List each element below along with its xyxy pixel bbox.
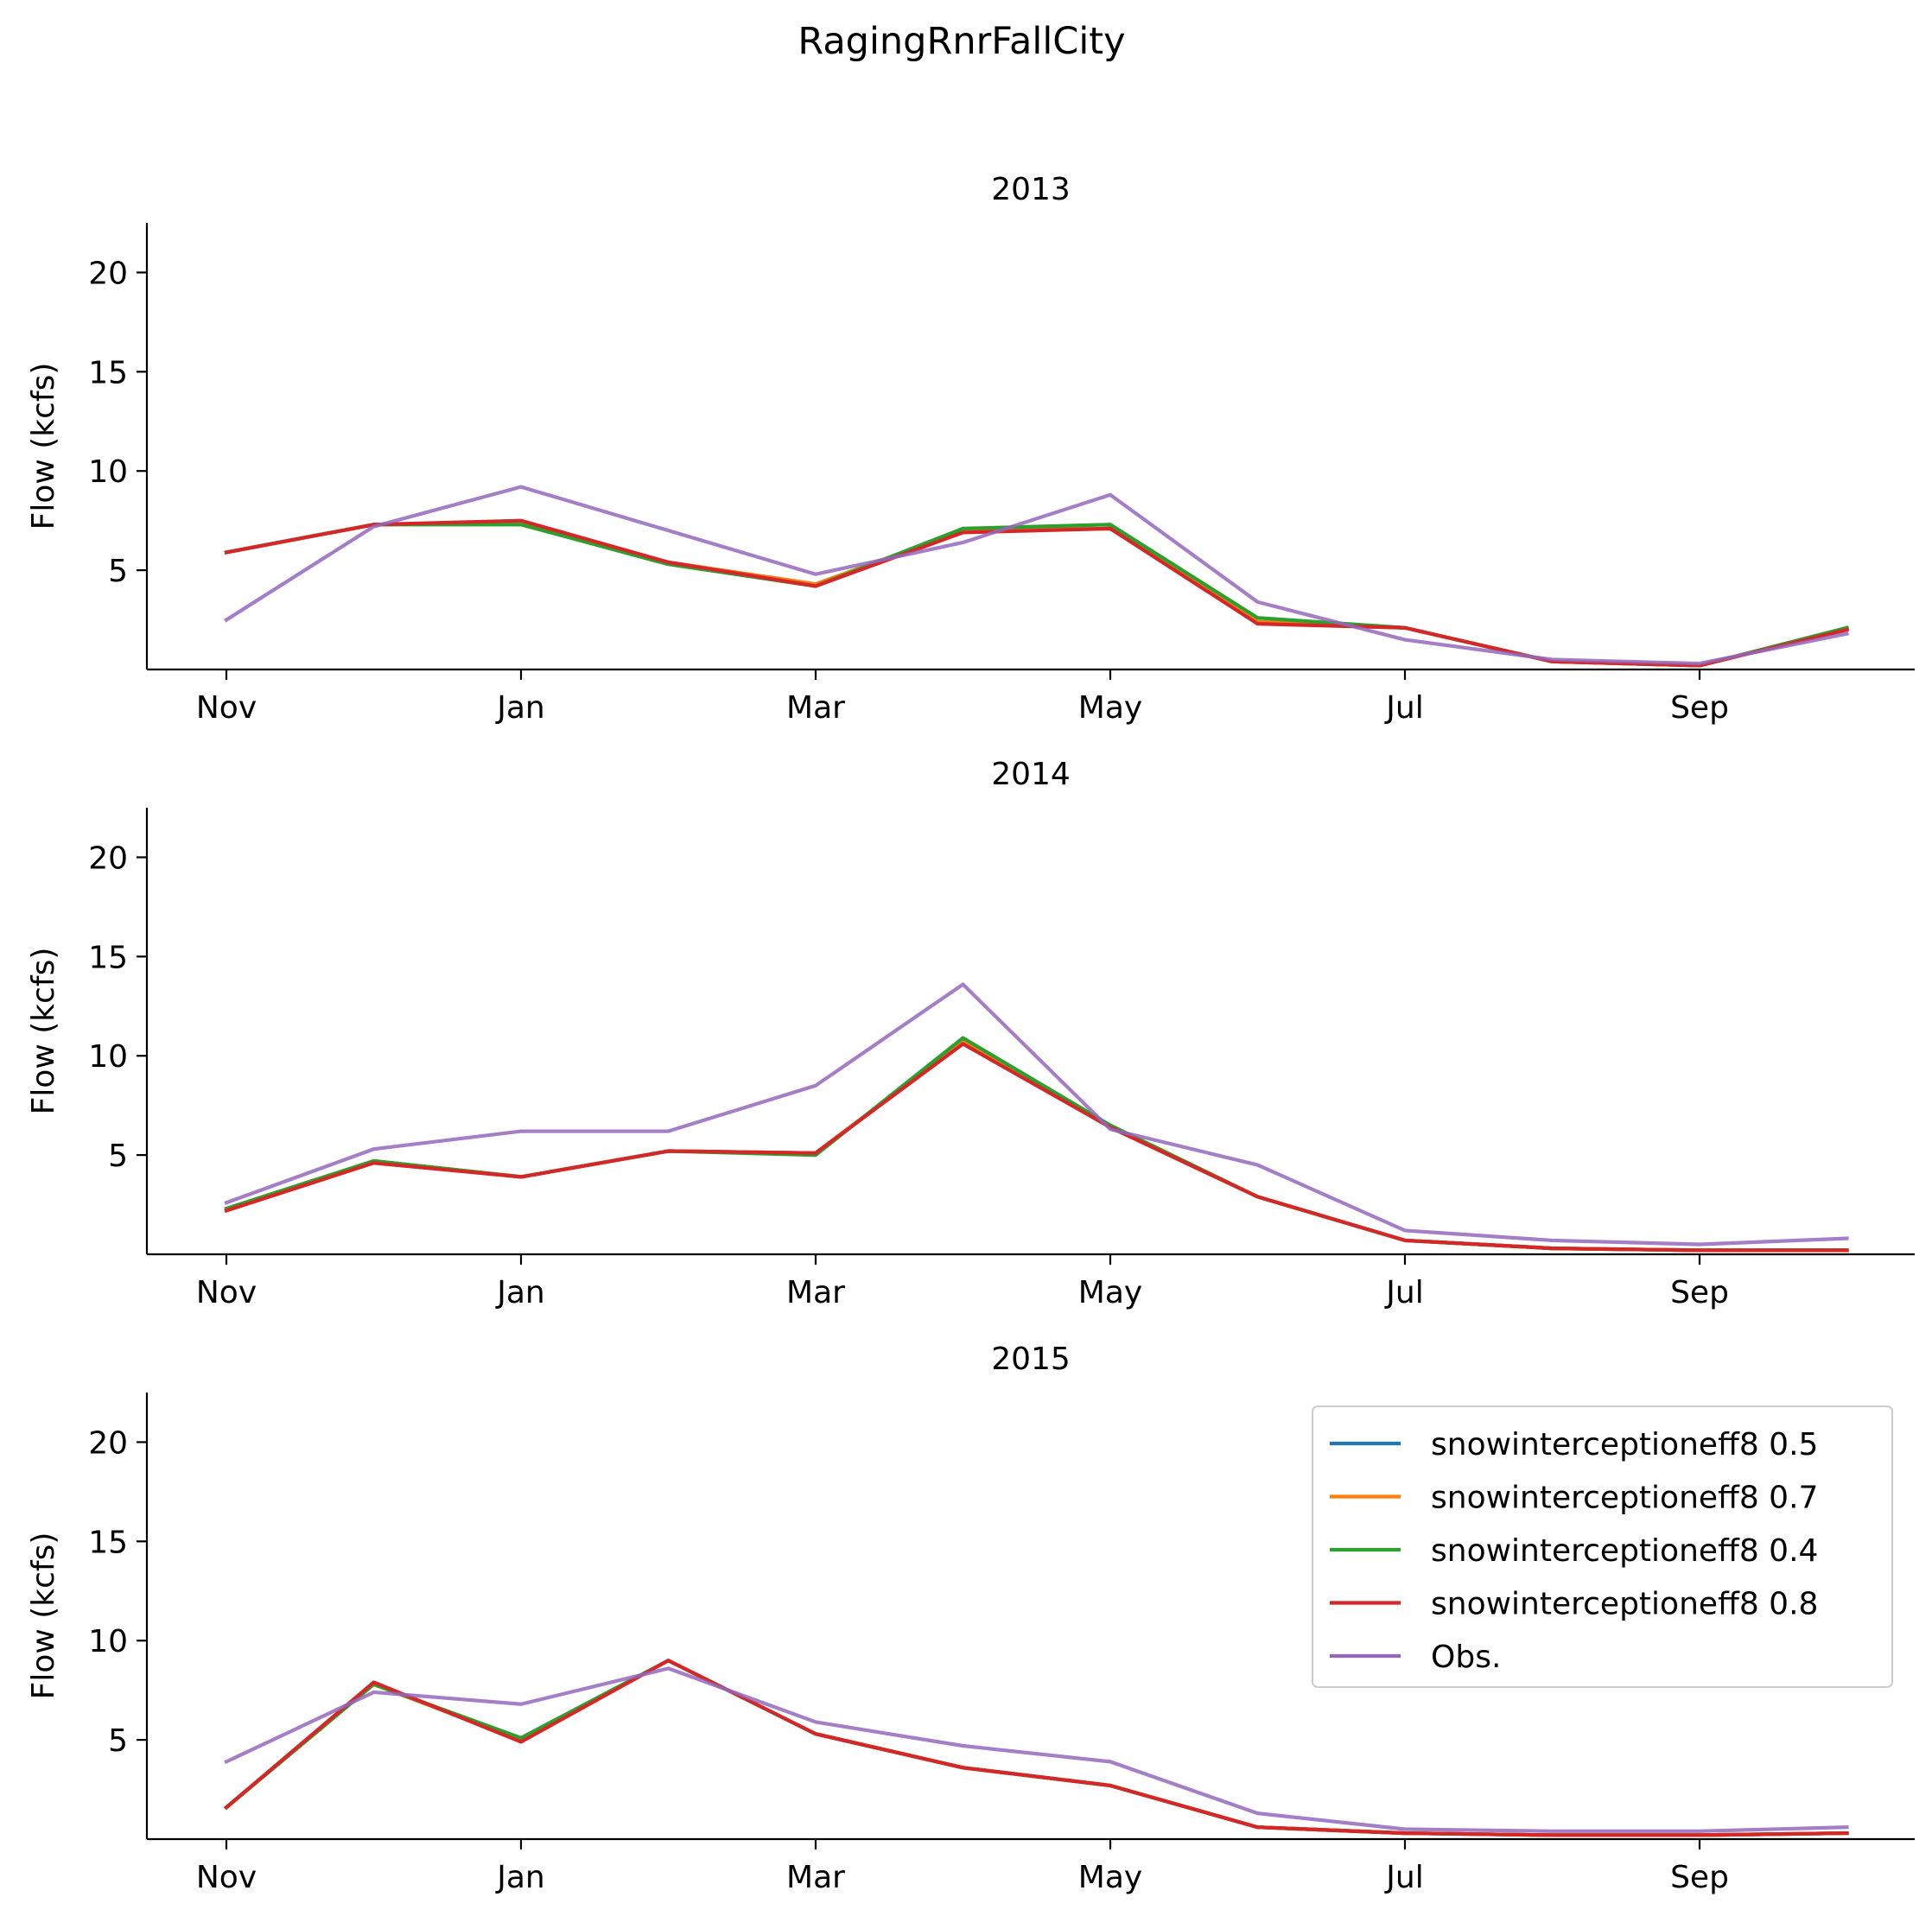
x-tick-label: May [1078, 1860, 1142, 1895]
legend-frame [1312, 1405, 1893, 1688]
x-tick-label: Mar [786, 690, 845, 726]
y-axis-label: Flow (kcfs) [26, 1532, 61, 1700]
y-tick-label: 5 [108, 554, 128, 589]
y-tick-label: 15 [88, 1525, 128, 1560]
y-tick-label: 10 [88, 1624, 128, 1659]
legend-label: snowinterceptioneff8 0.8 [1431, 1587, 1818, 1622]
x-tick-label: Jan [495, 1860, 545, 1895]
series-line [224, 1666, 1849, 1833]
y-tick-label: 15 [88, 355, 128, 390]
series-line [224, 1036, 1849, 1253]
series-line [224, 520, 1850, 668]
x-tick-label: May [1078, 690, 1142, 726]
x-tick-label: Mar [786, 1860, 845, 1895]
x-tick-label: Jul [1384, 1275, 1423, 1310]
x-tick-label: Mar [786, 1275, 845, 1310]
y-tick-label: 10 [88, 1039, 128, 1075]
series-line [224, 520, 1850, 668]
x-tick-label: Nov [196, 1275, 257, 1310]
x-tick-label: May [1078, 1275, 1142, 1310]
subplot-2014: 2014 5 10 15 20 Nov Jan Mar May Jul Sep Flow (kcfs) [26, 757, 1915, 1310]
subplot-title: 2015 [991, 1342, 1071, 1377]
x-tick-label: Jul [1384, 690, 1423, 726]
legend: snowinterceptioneff8 0.5 snowinterception… [1312, 1405, 1893, 1688]
series-line [224, 523, 1850, 668]
subplot-title: 2013 [991, 172, 1071, 207]
legend-label: snowinterceptioneff8 0.4 [1431, 1533, 1818, 1569]
subplot-2015: 2015 5 10 15 20 Nov Jan Mar May Jul Sep Flow (kcfs)… [26, 1342, 1915, 1895]
subplot-title: 2014 [991, 757, 1071, 792]
series-line [224, 1040, 1849, 1253]
series-line [224, 518, 1850, 668]
figure-title: RagingRnrFallCity [798, 20, 1125, 63]
series-line [224, 1042, 1849, 1253]
series-line [224, 982, 1849, 1247]
y-tick-label: 5 [108, 1723, 128, 1759]
x-tick-label: Jul [1384, 1860, 1423, 1895]
legend-label: snowinterceptioneff8 0.7 [1431, 1481, 1818, 1516]
x-tick-label: Sep [1670, 1275, 1729, 1310]
x-tick-label: Jan [495, 690, 545, 726]
x-tick-label: Sep [1670, 690, 1729, 726]
legend-label: snowinterceptioneff8 0.5 [1431, 1427, 1818, 1462]
legend-label: Obs. [1431, 1640, 1501, 1675]
y-tick-label: 20 [88, 256, 128, 291]
x-tick-label: Jan [495, 1275, 545, 1310]
y-tick-label: 5 [108, 1139, 128, 1174]
series-line [224, 1040, 1849, 1253]
x-tick-label: Sep [1670, 1860, 1729, 1895]
series-line [224, 485, 1849, 666]
series-line [224, 1659, 1849, 1837]
y-tick-label: 20 [88, 1425, 128, 1461]
x-tick-label: Nov [196, 690, 257, 726]
y-tick-label: 10 [88, 454, 128, 490]
y-axis-label: Flow (kcfs) [26, 948, 61, 1115]
y-axis-label: Flow (kcfs) [26, 363, 61, 530]
x-tick-label: Nov [196, 1860, 257, 1895]
y-tick-label: 20 [88, 841, 128, 876]
y-tick-label: 15 [88, 940, 128, 975]
subplot-2013: 2013 5 10 15 20 Nov Jan Mar May Jul Sep Flow (kcfs) [26, 172, 1915, 726]
